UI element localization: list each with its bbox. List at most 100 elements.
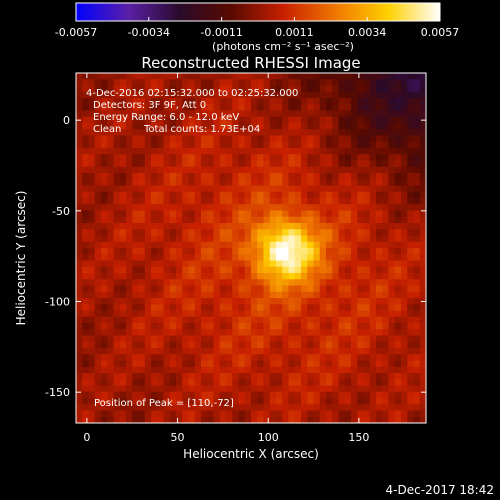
heatmap-cell bbox=[207, 229, 215, 237]
heatmap-cell bbox=[388, 285, 396, 293]
heatmap-cell bbox=[138, 248, 146, 255]
heatmap-cell bbox=[194, 154, 202, 162]
colorbar-tick-label: -0.0034 bbox=[128, 26, 170, 39]
heatmap-cell bbox=[326, 279, 333, 287]
heatmap-cell bbox=[238, 179, 246, 187]
heatmap-cell bbox=[126, 404, 133, 412]
heatmap-cell bbox=[269, 229, 277, 237]
heatmap-cell bbox=[301, 154, 308, 162]
heatmap-cell bbox=[151, 410, 158, 418]
heatmap-cell bbox=[294, 148, 302, 155]
heatmap-cell bbox=[169, 191, 177, 199]
heatmap-cell bbox=[126, 266, 133, 274]
heatmap-cell bbox=[151, 223, 158, 230]
heatmap-cell bbox=[332, 179, 340, 187]
heatmap-cell bbox=[113, 279, 121, 287]
heatmap-cell bbox=[401, 123, 408, 130]
heatmap-cell bbox=[201, 154, 208, 162]
heatmap-cell bbox=[288, 85, 296, 93]
heatmap-cell bbox=[419, 260, 426, 268]
heatmap-cell bbox=[313, 110, 321, 118]
heatmap-cell bbox=[213, 210, 221, 218]
heatmap-cell bbox=[407, 285, 415, 293]
heatmap-cell bbox=[163, 123, 171, 130]
heatmap-cell bbox=[194, 229, 202, 237]
heatmap-cell bbox=[126, 329, 133, 337]
heatmap-cell bbox=[76, 254, 83, 262]
heatmap-cell bbox=[351, 410, 358, 418]
heatmap-cell bbox=[401, 404, 408, 412]
heatmap-cell bbox=[163, 110, 171, 118]
heatmap-cell bbox=[382, 285, 390, 293]
heatmap-cell bbox=[269, 110, 277, 118]
heatmap-cell bbox=[132, 235, 140, 243]
heatmap-cell bbox=[251, 273, 258, 280]
heatmap-cell bbox=[313, 260, 321, 268]
heatmap-cell bbox=[207, 291, 215, 299]
heatmap-cell bbox=[201, 185, 208, 193]
heatmap-cell bbox=[188, 373, 196, 380]
heatmap-cell bbox=[382, 73, 390, 80]
heatmap-cell bbox=[388, 185, 396, 193]
heatmap-cell bbox=[326, 354, 333, 362]
heatmap-cell bbox=[132, 348, 140, 355]
heatmap-cell bbox=[201, 85, 208, 93]
heatmap-cell bbox=[82, 304, 90, 312]
heatmap-cell bbox=[363, 391, 371, 399]
heatmap-cell bbox=[119, 98, 127, 105]
heatmap-cell bbox=[407, 235, 415, 243]
heatmap-cell bbox=[307, 79, 315, 87]
heatmap-cell bbox=[357, 179, 365, 187]
heatmap-cell bbox=[151, 360, 158, 368]
heatmap-cell bbox=[269, 79, 277, 87]
heatmap-cell bbox=[401, 291, 408, 299]
heatmap-cell bbox=[307, 348, 315, 355]
heatmap-cell bbox=[169, 291, 177, 299]
heatmap-cell bbox=[282, 385, 290, 393]
heatmap-cell bbox=[407, 298, 415, 305]
heatmap-cell bbox=[238, 279, 246, 287]
heatmap-cell bbox=[363, 191, 371, 199]
heatmap-cell bbox=[301, 266, 308, 274]
heatmap-cell bbox=[401, 398, 408, 405]
heatmap-cell bbox=[176, 98, 183, 105]
heatmap-cell bbox=[344, 154, 352, 162]
heatmap-cell bbox=[369, 266, 377, 274]
heatmap-cell bbox=[76, 348, 83, 355]
heatmap-cell bbox=[182, 110, 190, 118]
heatmap-cell bbox=[138, 166, 146, 174]
heatmap-cell bbox=[213, 398, 221, 405]
heatmap-cell bbox=[151, 235, 158, 243]
heatmap-cell bbox=[288, 266, 296, 274]
heatmap-cell bbox=[332, 416, 340, 423]
heatmap-cell bbox=[182, 166, 190, 174]
heatmap-cell bbox=[213, 229, 221, 237]
heatmap-cell bbox=[394, 348, 402, 355]
heatmap-cell bbox=[176, 223, 183, 230]
heatmap-cell bbox=[157, 98, 165, 105]
heatmap-cell bbox=[257, 216, 265, 224]
heatmap-cell bbox=[144, 398, 152, 405]
heatmap-cell bbox=[407, 210, 415, 218]
heatmap-cell bbox=[251, 91, 258, 99]
heatmap-cell bbox=[288, 416, 296, 423]
heatmap-cell bbox=[232, 248, 240, 255]
heatmap-cell bbox=[194, 179, 202, 187]
heatmap-cell bbox=[351, 135, 358, 143]
heatmap-cell bbox=[182, 260, 190, 268]
heatmap-cell bbox=[119, 241, 127, 249]
heatmap-cell bbox=[419, 410, 426, 418]
heatmap-cell bbox=[238, 73, 246, 80]
heatmap-cell bbox=[419, 279, 426, 287]
heatmap-cell bbox=[76, 110, 83, 118]
heatmap-cell bbox=[94, 191, 102, 199]
heatmap-cell bbox=[376, 173, 383, 180]
heatmap-cell bbox=[201, 216, 208, 224]
heatmap-cell bbox=[301, 148, 308, 155]
heatmap-cell bbox=[294, 141, 302, 149]
heatmap-cell bbox=[207, 104, 215, 112]
heatmap-cell bbox=[382, 241, 390, 249]
heatmap-cell bbox=[219, 241, 227, 249]
heatmap-cell bbox=[326, 398, 333, 405]
heatmap-cell bbox=[151, 366, 158, 374]
